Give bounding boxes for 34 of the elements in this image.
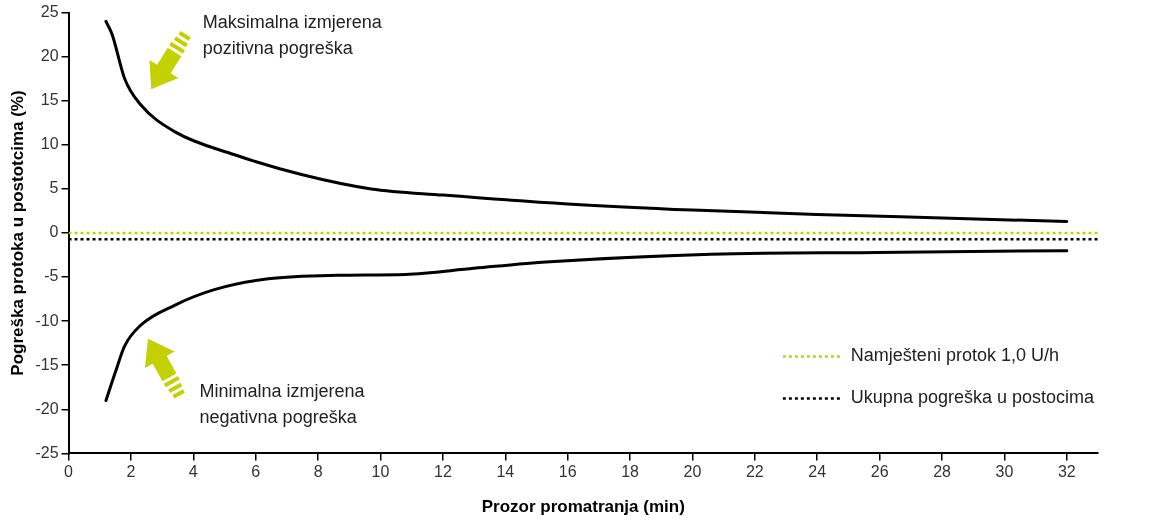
y-tick-label: 0 [49, 223, 59, 241]
x-tick-label: 30 [995, 463, 1014, 481]
y-tick-label: 25 [40, 3, 59, 21]
annotation: Maksimalna izmjerena pozitivna pogreška [202, 12, 383, 59]
y-tick-label: -20 [35, 399, 59, 417]
y-tick-label: -25 [35, 443, 59, 461]
y-tick-label: 5 [49, 179, 59, 197]
x-tick-label: 0 [64, 463, 74, 481]
y-tick-label: -5 [44, 267, 59, 285]
x-tick-label: 18 [621, 463, 640, 481]
x-tick-label: 26 [870, 463, 889, 481]
x-tick-label: 20 [683, 463, 702, 481]
x-tick-label: 28 [933, 463, 952, 481]
x-tick-label: 24 [808, 463, 827, 481]
x-axis-title: Prozor promatranja (min) [481, 497, 685, 517]
y-tick-label: -10 [35, 311, 59, 329]
y-axis-title: Pogreška protoka u postotcima (%) [7, 90, 27, 376]
x-tick-label: 16 [558, 463, 577, 481]
legend-label: Namješteni protok 1,0 U/h [850, 345, 1059, 366]
x-tick-label: 32 [1057, 463, 1076, 481]
y-tick-label: 15 [40, 91, 59, 109]
legend-label: Ukupna pogreška u postocima [850, 387, 1095, 408]
y-tick-label: -15 [35, 355, 59, 373]
x-tick-label: 14 [496, 463, 515, 481]
x-tick-label: 10 [371, 463, 390, 481]
x-tick-label: 12 [433, 463, 452, 481]
y-tick-label: 20 [40, 47, 59, 65]
y-tick-label: 10 [40, 135, 59, 153]
annotation: Minimalna izmjerena negativna pogreška [199, 380, 366, 427]
x-tick-label: 4 [188, 463, 198, 481]
x-tick-label: 8 [313, 463, 323, 481]
x-tick-label: 6 [251, 463, 261, 481]
x-tick-label: 22 [745, 463, 764, 481]
x-tick-label: 2 [126, 463, 136, 481]
